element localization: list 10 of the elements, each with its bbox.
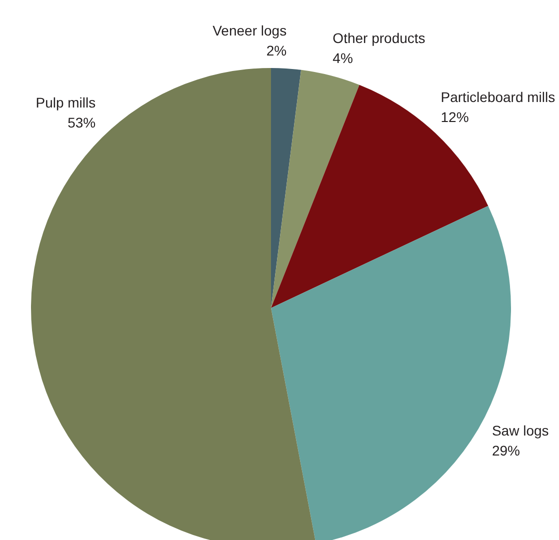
slice-label: Particleboard mills xyxy=(440,89,556,106)
slice-label: Other products xyxy=(332,30,426,46)
slice-label: Veneer logs xyxy=(212,22,287,38)
slice-label: Saw logs xyxy=(492,422,549,439)
data-label: 29% xyxy=(492,442,520,459)
data-label: 2% xyxy=(266,42,287,58)
data-label: 4% xyxy=(332,50,353,66)
data-label: 12% xyxy=(440,109,469,126)
slice-label: Pulp mills xyxy=(36,94,96,111)
data-label: 53% xyxy=(68,114,96,131)
